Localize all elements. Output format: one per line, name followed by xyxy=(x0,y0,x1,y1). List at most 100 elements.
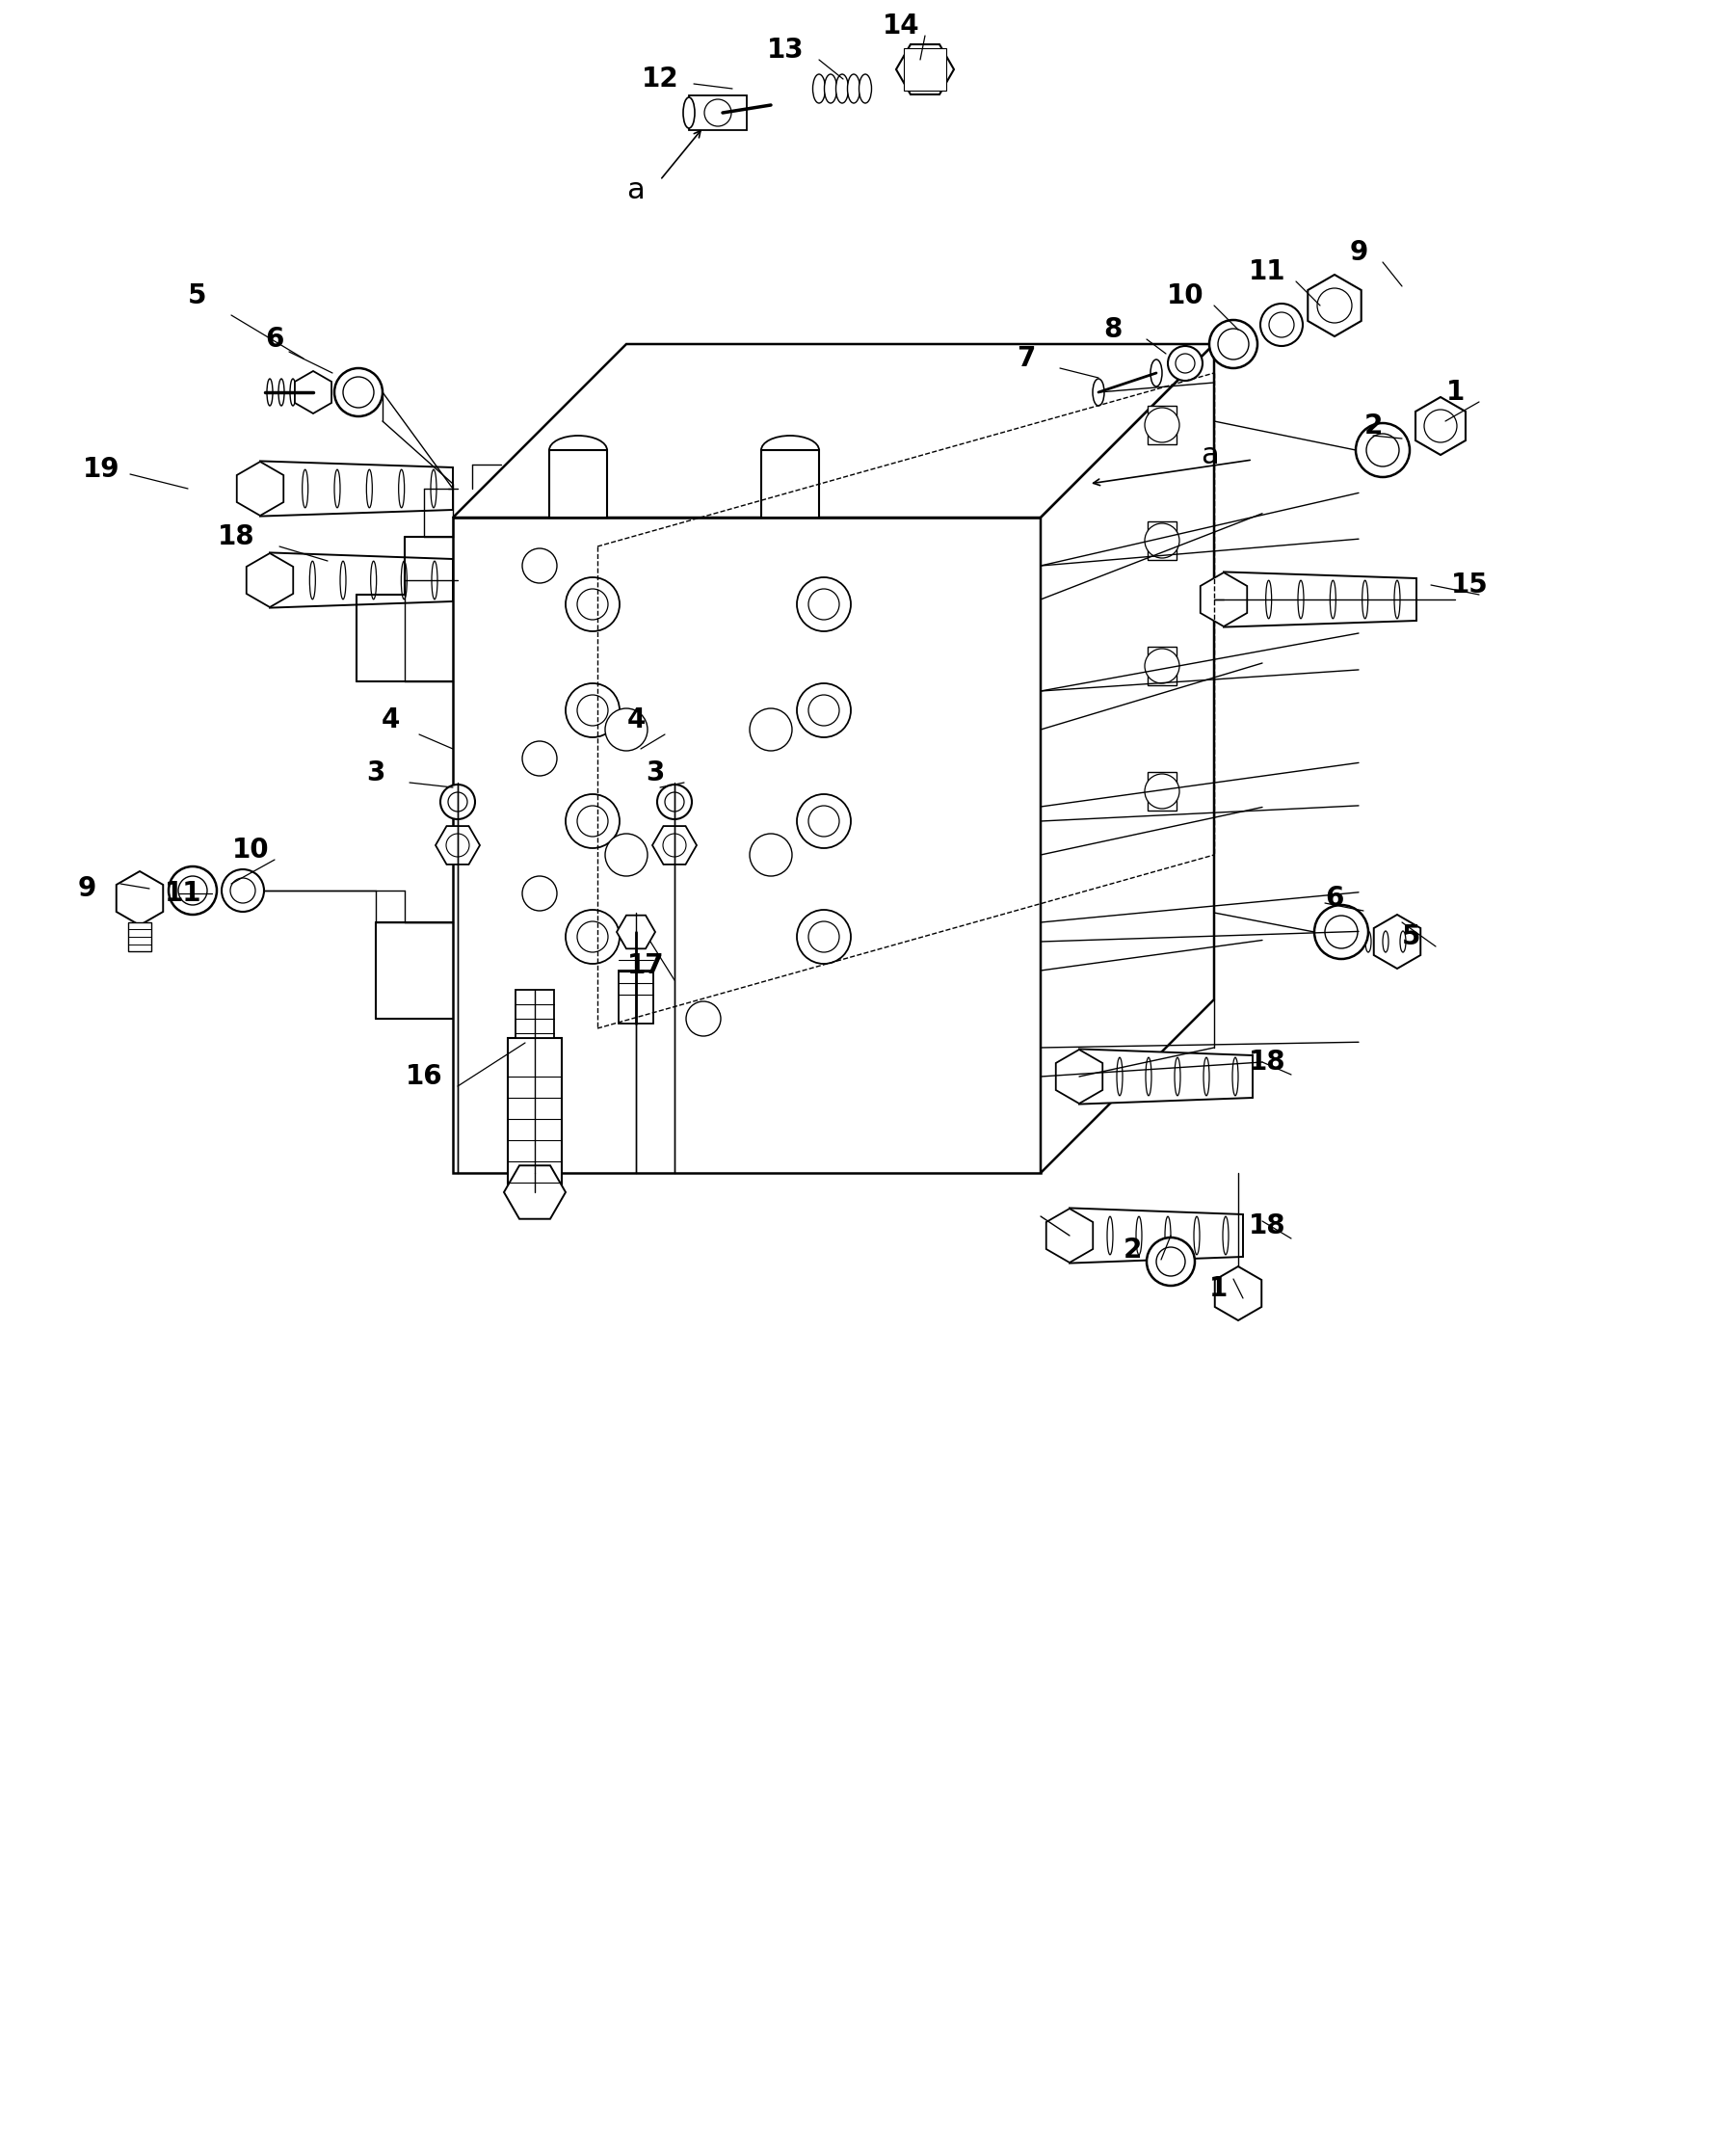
Bar xyxy=(619,970,653,1024)
Text: 6: 6 xyxy=(265,326,284,354)
Ellipse shape xyxy=(1174,1056,1181,1095)
Circle shape xyxy=(808,806,839,837)
Circle shape xyxy=(705,99,731,127)
Circle shape xyxy=(749,709,792,750)
Polygon shape xyxy=(1047,1210,1093,1263)
Polygon shape xyxy=(237,461,284,515)
Text: 2: 2 xyxy=(1363,412,1382,440)
Circle shape xyxy=(665,791,684,811)
Text: 2: 2 xyxy=(1123,1238,1141,1263)
Circle shape xyxy=(1147,1238,1195,1285)
Text: 18: 18 xyxy=(218,524,254,550)
Circle shape xyxy=(335,369,383,416)
Bar xyxy=(129,923,151,951)
Polygon shape xyxy=(1040,345,1214,1173)
Ellipse shape xyxy=(278,379,284,405)
Ellipse shape xyxy=(1165,1216,1171,1255)
Text: 18: 18 xyxy=(1248,1048,1286,1076)
Bar xyxy=(1148,647,1176,686)
Text: 5: 5 xyxy=(1403,923,1422,951)
Circle shape xyxy=(578,589,609,619)
Circle shape xyxy=(798,578,851,632)
Ellipse shape xyxy=(825,73,837,103)
Text: 15: 15 xyxy=(1451,571,1489,599)
Circle shape xyxy=(578,694,609,727)
Text: 19: 19 xyxy=(83,455,120,483)
Circle shape xyxy=(449,791,468,811)
Circle shape xyxy=(1325,916,1358,949)
Ellipse shape xyxy=(371,561,376,599)
Text: 12: 12 xyxy=(641,65,679,93)
Ellipse shape xyxy=(340,561,346,599)
Ellipse shape xyxy=(1361,580,1368,619)
Circle shape xyxy=(1157,1246,1184,1276)
Text: 8: 8 xyxy=(1104,317,1123,343)
Ellipse shape xyxy=(847,73,860,103)
Circle shape xyxy=(808,694,839,727)
Text: 4: 4 xyxy=(627,707,645,733)
Polygon shape xyxy=(896,45,954,95)
Text: 18: 18 xyxy=(1248,1212,1286,1240)
Text: 16: 16 xyxy=(406,1063,442,1091)
Ellipse shape xyxy=(1117,1056,1123,1095)
Circle shape xyxy=(808,589,839,619)
Ellipse shape xyxy=(1399,931,1406,953)
Circle shape xyxy=(440,785,474,819)
Circle shape xyxy=(523,548,557,582)
Circle shape xyxy=(1145,407,1179,442)
Ellipse shape xyxy=(1093,379,1104,405)
Circle shape xyxy=(798,793,851,847)
Ellipse shape xyxy=(431,561,437,599)
Polygon shape xyxy=(762,451,818,517)
Circle shape xyxy=(1260,304,1303,345)
Circle shape xyxy=(1145,524,1179,558)
Text: 10: 10 xyxy=(1167,282,1203,308)
Text: a: a xyxy=(1200,442,1219,468)
Circle shape xyxy=(1317,289,1351,323)
Text: 1: 1 xyxy=(1446,379,1465,405)
Ellipse shape xyxy=(1203,1056,1208,1095)
Text: 10: 10 xyxy=(232,837,270,865)
Ellipse shape xyxy=(1331,580,1336,619)
Bar xyxy=(516,990,554,1037)
Ellipse shape xyxy=(682,97,694,127)
Circle shape xyxy=(523,875,557,910)
Circle shape xyxy=(566,683,619,737)
Ellipse shape xyxy=(835,73,849,103)
Polygon shape xyxy=(270,552,452,608)
Ellipse shape xyxy=(401,561,407,599)
Text: 3: 3 xyxy=(646,759,665,787)
Bar xyxy=(904,47,945,91)
Circle shape xyxy=(808,921,839,953)
Circle shape xyxy=(1219,328,1248,360)
Polygon shape xyxy=(1215,1266,1262,1319)
Polygon shape xyxy=(1415,397,1466,455)
Circle shape xyxy=(686,1000,720,1037)
Circle shape xyxy=(578,921,609,953)
Text: 3: 3 xyxy=(366,759,385,787)
Circle shape xyxy=(1167,345,1203,382)
Polygon shape xyxy=(260,461,452,515)
Circle shape xyxy=(566,578,619,632)
Circle shape xyxy=(605,834,648,875)
Polygon shape xyxy=(117,871,163,925)
Circle shape xyxy=(566,910,619,964)
Circle shape xyxy=(749,834,792,875)
Circle shape xyxy=(578,806,609,837)
Circle shape xyxy=(798,910,851,964)
Ellipse shape xyxy=(1150,360,1162,386)
Text: 14: 14 xyxy=(882,13,920,39)
Ellipse shape xyxy=(1145,1056,1152,1095)
Circle shape xyxy=(230,877,256,903)
Ellipse shape xyxy=(1394,580,1399,619)
Ellipse shape xyxy=(1382,931,1389,953)
Ellipse shape xyxy=(1365,931,1372,953)
Circle shape xyxy=(1145,774,1179,808)
Circle shape xyxy=(222,869,265,912)
Text: 5: 5 xyxy=(187,282,206,308)
Ellipse shape xyxy=(335,470,340,507)
Ellipse shape xyxy=(1222,1216,1229,1255)
Circle shape xyxy=(1176,354,1195,373)
Circle shape xyxy=(657,785,691,819)
Text: 11: 11 xyxy=(165,880,201,908)
